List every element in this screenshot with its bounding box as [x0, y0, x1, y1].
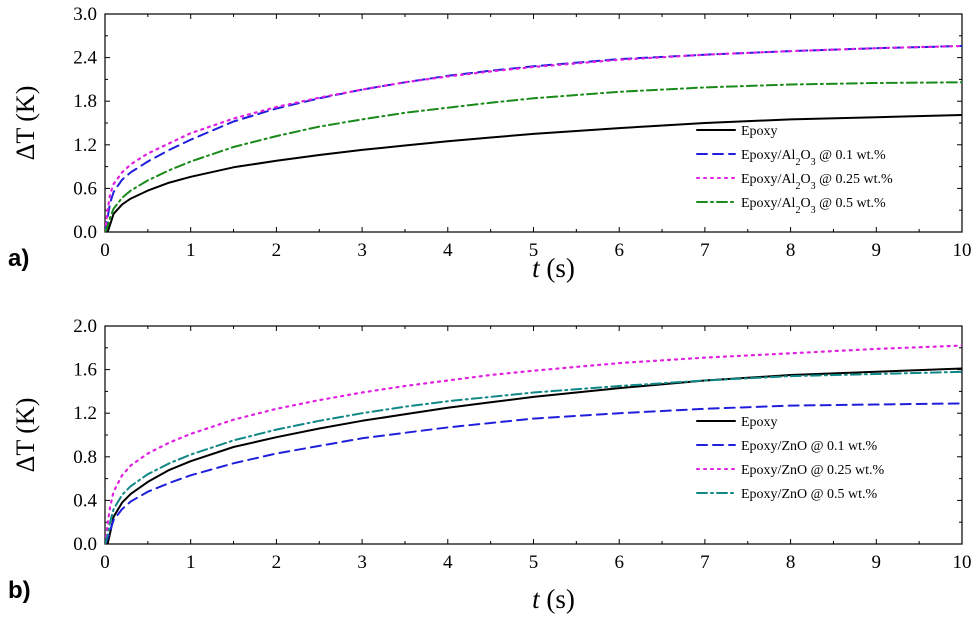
x-tick-label: 6	[614, 552, 624, 573]
legend-entry: Epoxy/Al2O3 @ 0.5 wt.%	[741, 196, 886, 216]
x-axis-label-var: t	[532, 253, 541, 283]
legend-entry: Epoxy	[741, 415, 778, 430]
x-tick-label: 1	[186, 552, 196, 573]
x-axis-label-unit: (s)	[540, 584, 575, 614]
legend-text: Epoxy/Al	[741, 172, 796, 187]
chart-panel-1: 0 1 2 3 4 5 6 7 8 9 100.00.61.21.82.43.0t (s)ΔT (K…	[8, 4, 972, 283]
legend-entry: Epoxy/Al2O3 @ 0.25 wt.%	[741, 172, 893, 192]
legend-text: @ 0.1 wt.%	[816, 148, 886, 163]
legend-text: O	[800, 196, 810, 211]
y-tick-label: 0.8	[73, 447, 97, 468]
legend-entry: Epoxy	[741, 124, 778, 139]
x-tick-label: 4	[443, 552, 453, 573]
legend-entry: Epoxy/ZnO @ 0.25 wt.%	[741, 463, 884, 478]
series-line-4	[105, 81, 962, 232]
x-tick-label: 6	[614, 240, 624, 261]
chart-panel-2: 0 1 2 3 4 5 6 7 8 9 10 0.0 0.4 0.8 1.2 1.6 2.0 t (s) ΔT (K…	[8, 316, 972, 614]
series-line-4	[105, 370, 962, 544]
legend-subscript: 2	[795, 205, 800, 216]
x-axis-label-var: t	[532, 584, 541, 614]
x-tick-label: 0	[100, 552, 110, 573]
legend-text: O	[800, 172, 810, 187]
series-line-2	[105, 402, 962, 544]
x-tick-label: 5	[529, 240, 539, 261]
series-line-3	[105, 44, 962, 232]
legend-subscript: 2	[795, 157, 800, 168]
panel-label: b)	[8, 577, 31, 604]
legend-entry: Epoxy/Al2O3 @ 0.1 wt.%	[741, 148, 886, 168]
y-axis-label: ΔT (K)	[11, 86, 40, 161]
x-tick-label: 4	[443, 240, 453, 261]
series-line-1	[105, 367, 962, 544]
y-tick-label: 1.2	[73, 135, 97, 156]
series-line-3	[105, 344, 962, 544]
x-tick-label: 2	[272, 240, 282, 261]
x-tick-label: 7	[700, 240, 710, 261]
legend-text: Epoxy/Al	[741, 196, 796, 211]
y-tick-label: 1.6	[73, 360, 97, 381]
panel-label: a)	[8, 245, 29, 272]
legend-subscript: 3	[811, 157, 816, 168]
x-tick-label: 3	[357, 240, 367, 261]
x-tick-label: 10	[953, 552, 972, 573]
y-tick-label: 1.8	[73, 91, 97, 112]
x-tick-label: 10	[953, 240, 972, 261]
x-tick-label: 2	[272, 552, 282, 573]
x-tick-label: 1	[186, 240, 196, 261]
x-tick-label: 8	[786, 552, 796, 573]
x-axis-label: t (s)	[532, 584, 575, 614]
series-line-1	[105, 114, 962, 232]
legend-text: @ 0.5 wt.%	[816, 196, 886, 211]
x-tick-label: 7	[700, 552, 710, 573]
legend: Epoxy Epoxy/ZnO @ 0.1 wt.% Epoxy/ZnO @ 0.2…	[696, 415, 884, 502]
y-tick-label: 1.2	[73, 403, 97, 424]
legend-text: O	[800, 148, 810, 163]
x-tick-label: 9	[872, 240, 882, 261]
x-axis-label: t (s)	[532, 253, 575, 283]
x-tick-label: 8	[786, 240, 796, 261]
y-tick-label: 0.0	[73, 534, 97, 555]
x-axis-label-unit: (s)	[540, 253, 575, 283]
legend-text: @ 0.25 wt.%	[816, 172, 893, 187]
y-tick-label: 0.0	[73, 222, 97, 243]
x-tick-label: 0	[100, 240, 110, 261]
x-tick-label: 5	[529, 552, 539, 573]
y-axis-label: ΔT (K)	[11, 398, 40, 473]
legend-subscript: 2	[795, 181, 800, 192]
legend-subscript: 3	[811, 205, 816, 216]
y-tick-label: 0.6	[73, 178, 97, 199]
legend-text: Epoxy/Al	[741, 148, 796, 163]
y-tick-label: 2.0	[73, 316, 97, 337]
legend-subscript: 3	[811, 181, 816, 192]
y-tick-label: 3.0	[73, 4, 97, 25]
legend-entry: Epoxy/ZnO @ 0.5 wt.%	[741, 487, 877, 502]
series-group	[105, 44, 962, 232]
legend-entry: Epoxy/ZnO @ 0.1 wt.%	[741, 439, 877, 454]
y-tick-label: 2.4	[73, 48, 97, 69]
x-tick-label: 3	[357, 552, 367, 573]
y-tick-label: 0.4	[73, 490, 97, 511]
series-group	[105, 344, 962, 544]
x-tick-label: 9	[872, 552, 882, 573]
plot-frame	[104, 325, 963, 545]
